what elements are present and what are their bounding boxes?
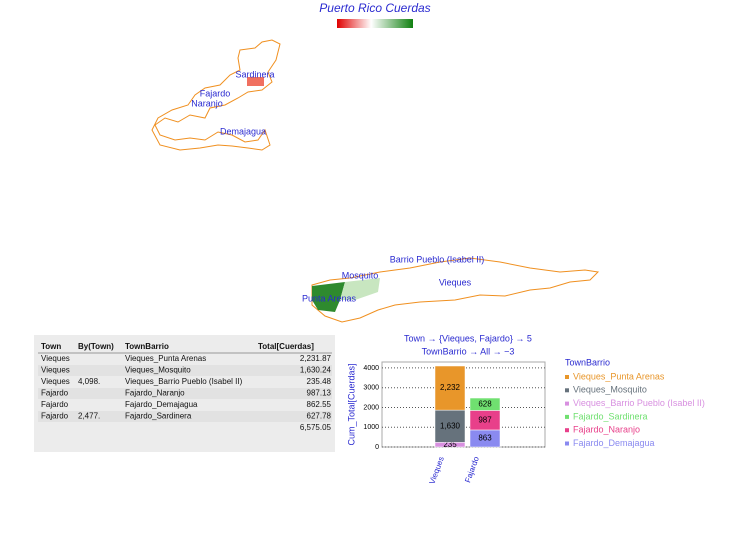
legend-label: Vieques_Barrio Pueblo (Isabel II)	[573, 398, 705, 408]
y-tick-label: 1000	[363, 424, 379, 431]
color-scale	[337, 19, 413, 28]
map-title: Puerto Rico Cuerdas	[319, 1, 430, 15]
map-label: Demajagua	[220, 126, 266, 136]
legend-swatch	[565, 388, 569, 393]
table-header: By(Town)	[78, 342, 114, 351]
sardinera-region	[247, 77, 264, 86]
table-cell: Fajardo_Demajagua	[125, 400, 198, 409]
table-cell: 2,231.87	[300, 354, 332, 363]
vieques-outline	[311, 257, 600, 323]
legend-swatch	[565, 375, 569, 379]
y-tick-label: 0	[375, 444, 379, 451]
row-stripe	[38, 365, 332, 376]
data-label: 235	[443, 440, 457, 449]
data-label: 863	[478, 434, 492, 443]
table-cell: 987.13	[307, 389, 332, 398]
map-label: Sardinera	[235, 69, 274, 79]
table-cell: 862.55	[307, 400, 332, 409]
table-cell: 235.48	[307, 377, 332, 386]
table-cell: 627.78	[307, 412, 332, 421]
bar-segment	[434, 409, 466, 443]
bar-segment	[434, 365, 466, 411]
bar-segment	[469, 397, 501, 411]
table-cell: 6,575.05	[300, 423, 332, 432]
legend-label: Fajardo_Naranjo	[573, 425, 640, 435]
data-label: 1,630	[440, 421, 461, 430]
table-header: Total[Cuerdas]	[258, 342, 314, 351]
legend-swatch	[565, 428, 569, 433]
map-label: Fajardo	[200, 88, 231, 98]
table-cell: Vieques	[41, 354, 70, 363]
legend-label: Fajardo_Demajagua	[573, 438, 655, 448]
bar-chart: Town → {Vieques, Fajardo} → 5 TownBarrio …	[346, 333, 705, 485]
table-cell: Fajardo	[41, 400, 69, 409]
map-label: Naranjo	[191, 98, 223, 108]
data-label: 628	[478, 399, 492, 408]
table-cell: 1,630.24	[300, 366, 332, 375]
data-label: 2,232	[440, 383, 461, 392]
chart-title: TownBarrio → All → −3	[422, 346, 515, 356]
table-cell: Vieques_Punta Arenas	[125, 354, 206, 363]
chart-title: Town → {Vieques, Fajardo} → 5	[404, 333, 532, 343]
map-label: Vieques	[439, 277, 472, 287]
table-cell: Vieques_Barrio Pueblo (Isabel II)	[125, 377, 243, 386]
table-header: TownBarrio	[125, 342, 169, 351]
legend-swatch	[565, 414, 569, 419]
table-cell: 2,477.	[78, 412, 100, 421]
legend-label: Vieques_Mosquito	[573, 385, 647, 395]
table-cell: Fajardo	[41, 389, 69, 398]
map-label: Barrio Pueblo (Isabel II)	[390, 254, 485, 264]
legend-title: TownBarrio	[565, 357, 610, 367]
x-tick-label: Vieques	[428, 455, 446, 485]
table-cell: Fajardo	[41, 412, 69, 421]
y-axis-label: Cum_Total[Cuerdas]	[346, 363, 356, 445]
map-label: Mosquito	[342, 270, 379, 280]
table-cell: Vieques	[41, 377, 70, 386]
row-stripe	[38, 411, 332, 422]
map-label: Punta Arenas	[302, 293, 357, 303]
row-stripe	[38, 388, 332, 399]
legend-swatch	[565, 441, 569, 446]
table-cell: Vieques	[41, 366, 70, 375]
y-tick-label: 4000	[363, 365, 379, 372]
y-tick-label: 3000	[363, 385, 379, 392]
legend-label: Fajardo_Sardinera	[573, 411, 648, 421]
table-header: Town	[41, 342, 61, 351]
legend-label: Vieques_Punta Arenas	[573, 371, 665, 381]
y-tick-label: 2000	[363, 404, 379, 411]
table: Town By(Town) TownBarrio Total[Cuerdas] Vieq…	[38, 342, 332, 432]
data-label: 987	[478, 415, 492, 424]
table-cell: Fajardo_Sardinera	[125, 412, 192, 421]
punta-arenas-region	[312, 282, 345, 312]
table-cell: Vieques_Mosquito	[125, 366, 191, 375]
mosquito-region	[340, 278, 380, 300]
table-cell: Fajardo_Naranjo	[125, 389, 185, 398]
table-cell: 4,098.	[78, 377, 100, 386]
fajardo-outline	[151, 39, 281, 151]
legend-swatch	[565, 401, 569, 406]
x-tick-label: Fajardo	[463, 455, 481, 484]
